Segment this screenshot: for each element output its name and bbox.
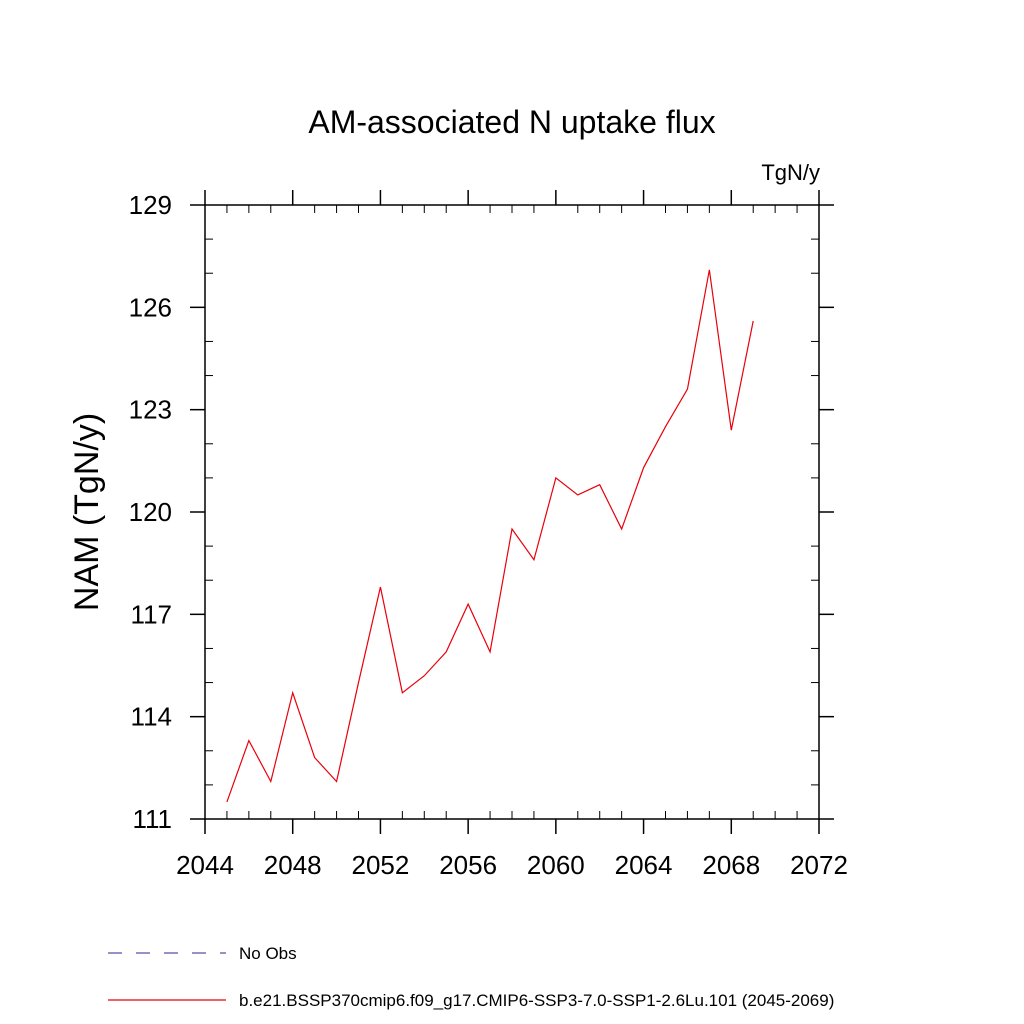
y-tick-label: 120 (129, 497, 172, 527)
units-label: TgN/y (761, 160, 820, 185)
legend-label: b.e21.BSSP370cmip6.f09_g17.CMIP6-SSP3-7.… (239, 991, 834, 1010)
legend-label: No Obs (239, 944, 297, 963)
x-tick-label: 2068 (702, 850, 760, 880)
chart-title: AM-associated N uptake flux (308, 104, 715, 140)
x-tick-label: 2048 (264, 850, 322, 880)
x-tick-label: 2072 (790, 850, 848, 880)
plot-frame (204, 204, 820, 820)
y-tick-label: 111 (132, 804, 172, 834)
y-tick-label: 123 (129, 395, 172, 425)
x-tick-label: 2064 (615, 850, 673, 880)
series-line (226, 269, 754, 803)
y-axis-label: NAM (TgN/y) (68, 413, 106, 611)
y-tick-label: 126 (129, 292, 172, 322)
x-tick-label: 2052 (352, 850, 410, 880)
x-tick-label: 2044 (176, 850, 234, 880)
series-lines (226, 269, 754, 803)
y-tick-label: 114 (131, 702, 172, 732)
x-tick-label: 2060 (527, 850, 585, 880)
x-tick-label: 2056 (439, 850, 497, 880)
tick-labels: 2044 2048 2052 2056 2060 2064 2068 2072 111 114 11… (129, 190, 848, 880)
minor-ticks (205, 205, 819, 819)
major-ticks (190, 190, 834, 834)
y-tick-label: 129 (129, 190, 172, 220)
legend: No Obs b.e21.BSSP370cmip6.f09_g17.CMIP6-S… (108, 944, 834, 1010)
y-tick-label: 117 (131, 599, 172, 629)
